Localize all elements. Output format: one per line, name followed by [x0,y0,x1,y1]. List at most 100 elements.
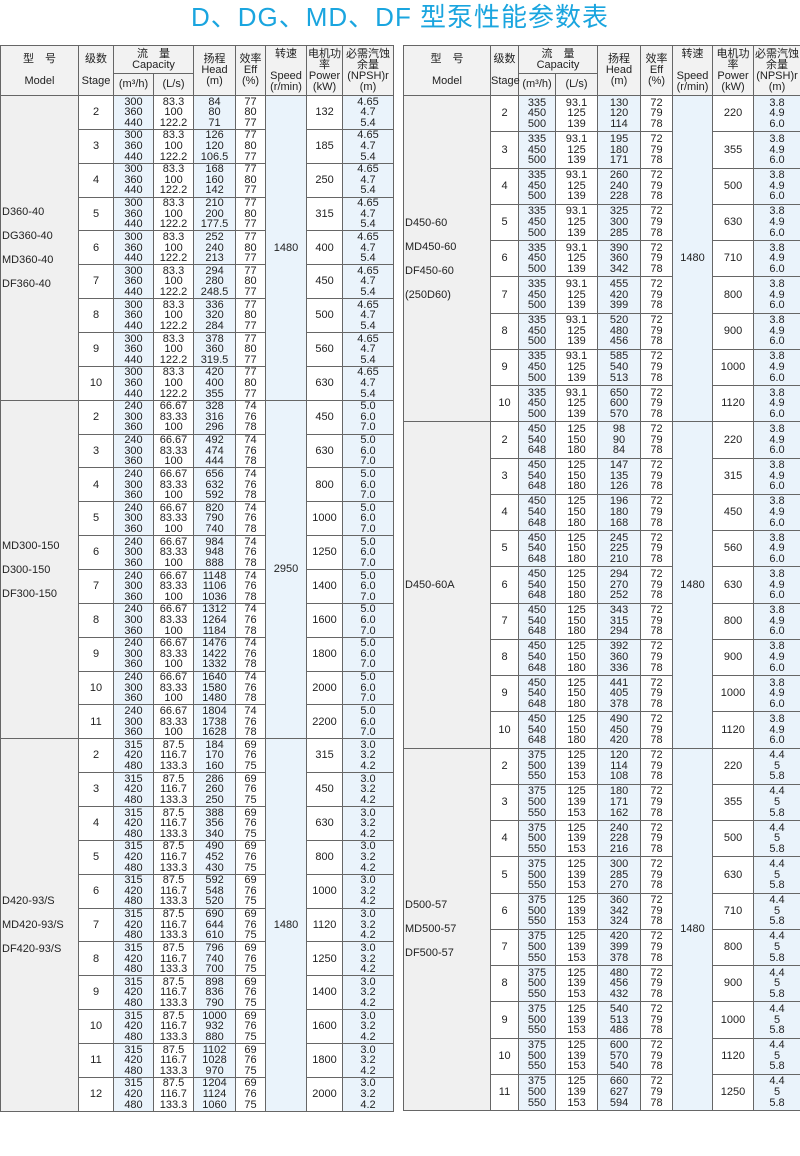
eff-value: 75 [244,827,257,840]
flow-ls-value: 87.5 [162,1043,185,1056]
power-cell: 500 [306,298,344,334]
flow-m3h-cell: 335 450 500 [518,131,556,169]
head-cell: 898 836 790 [193,975,237,1011]
flow-ls-value: 83.33 [159,546,188,559]
flow-ls-cell: 125 150 180 [554,602,599,640]
head-value: 984 [205,535,224,548]
head-value: 585 [609,350,629,363]
flow-ls-cell: 125 139 153 [554,1037,599,1075]
head-value: 98 [612,422,626,435]
npsh-value: 4.9 [769,361,785,374]
head-value: 790 [205,512,224,525]
npsh-value: 4.2 [360,861,376,874]
head-value: 513 [609,1013,629,1026]
eff-value: 79 [650,107,663,120]
npsh-cell: 5.0 6.0 7.0 [342,399,395,435]
flow-ls-value: 83.33 [159,580,188,593]
npsh-value: 4.7 [360,139,376,152]
flow-m3h-cell: 375 500 550 [518,1001,556,1039]
flow-m3h-value: 648 [527,661,547,674]
flow-ls-value: 116.7 [160,1020,187,1033]
head-value: 252 [609,589,629,602]
flow-ls-value: 100 [164,377,183,389]
eff-value: 78 [650,1060,663,1073]
head-value: 120 [205,139,224,152]
head-value: 790 [205,997,224,1010]
head-value: 378 [609,951,629,964]
flow-ls-cell: 66.67 83.33 100 [152,704,195,740]
npsh-value: 6.0 [360,478,376,491]
flow-m3h-value: 360 [124,106,143,119]
npsh-value: 3.2 [360,918,376,931]
flow-m3h-value: 420 [124,817,143,830]
npsh-value: 3.8 [769,314,785,327]
eff-value: 72 [650,386,663,399]
eff-cell: 72 79 78 [640,384,674,423]
flow-m3h-value: 450 [527,712,547,725]
model-name: MD420-93/S [2,919,64,932]
flow-ls-value: 83.33 [159,478,188,491]
npsh-cell: 4.4 5 5.8 [753,928,800,967]
flow-m3h-cell: 450 540 648 [518,602,556,640]
flow-m3h-value: 300 [124,715,143,728]
stage-cell: 3 [78,433,114,469]
flow-m3h-value: 480 [124,997,143,1010]
flow-m3h-cell: 315 420 480 [113,738,154,774]
flow-ls-value: 125 [567,749,586,762]
table-row: D500-57 MD500-57 DF500-57 2 375 500 550 125 139 1… [403,747,800,1111]
head-value: 342 [609,262,629,275]
eff-header: 效率 Eff (%) [235,45,267,96]
power-cell: 1250 [306,941,344,977]
npsh-value: 4.7 [360,106,376,119]
power-cell: 1120 [712,384,755,423]
flow-m3h-value: 648 [527,734,547,747]
eff-value: 72 [650,132,663,145]
flow-m3h-cell: 300 360 440 [113,365,154,401]
eff-cell: 72 79 78 [640,566,674,604]
eff-value: 72 [650,277,663,290]
flow-ls-cell: 66.67 83.33 100 [152,569,195,604]
flow-m3h-cell: 300 360 440 [113,196,154,232]
head-value: 1000 [202,1009,227,1022]
head-value: 540 [609,1060,629,1073]
stage-cell: 4 [78,162,114,198]
eff-cell: 72 79 78 [640,421,674,459]
power-header-text: (kW) [721,80,745,93]
flow-m3h-value: 440 [124,150,143,163]
speed-cell: 1480 [265,95,308,401]
stage-cell: 5 [78,501,114,537]
table-row: D420-93/S MD420-93/S DF420-93/S 2 315 420 480 8… [0,738,395,1112]
eff-value: 75 [244,760,257,773]
flow-ls-value: 153 [567,1024,586,1037]
flow-m3h-value: 420 [124,851,143,864]
power-cell: 710 [712,892,755,930]
npsh-cell: 3.0 3.2 4.2 [342,975,395,1011]
npsh-value: 4.4 [769,749,785,762]
head-cell: 650 600 570 [597,384,642,423]
eff-value: 75 [244,1064,257,1077]
flow-m3h-value: 420 [124,783,143,796]
eff-value: 79 [650,252,663,265]
flow-m3h-value: 450 [527,216,547,229]
eff-value: 78 [650,734,663,747]
eff-cell: 69 76 75 [235,873,267,909]
flow-m3h-cell: 315 420 480 [113,873,154,909]
flow-m3h-value: 420 [124,1054,143,1067]
npsh-value: 4.9 [769,614,785,627]
head-cell: 1000 932 880 [193,1009,237,1045]
flow-m3h-value: 315 [124,1077,143,1090]
flow-m3h-value: 480 [124,793,143,806]
npsh-cell: 5.0 6.0 7.0 [342,636,395,672]
flow-m3h-cell: 450 540 648 [518,421,556,459]
flow-m3h-value: 360 [124,624,143,637]
npsh-cell: 3.0 3.2 4.2 [342,839,395,875]
flow-m3h-value: 375 [527,930,547,943]
head-value: 1422 [202,647,227,660]
npsh-value: 3.0 [360,908,376,921]
eff-value: 72 [650,350,663,363]
head-cell: 120 114 108 [597,747,642,785]
stage-cell: 8 [78,298,114,334]
flow-m3h-value: 420 [124,918,143,931]
eff-value: 75 [244,963,257,976]
head-value: 360 [205,343,224,356]
